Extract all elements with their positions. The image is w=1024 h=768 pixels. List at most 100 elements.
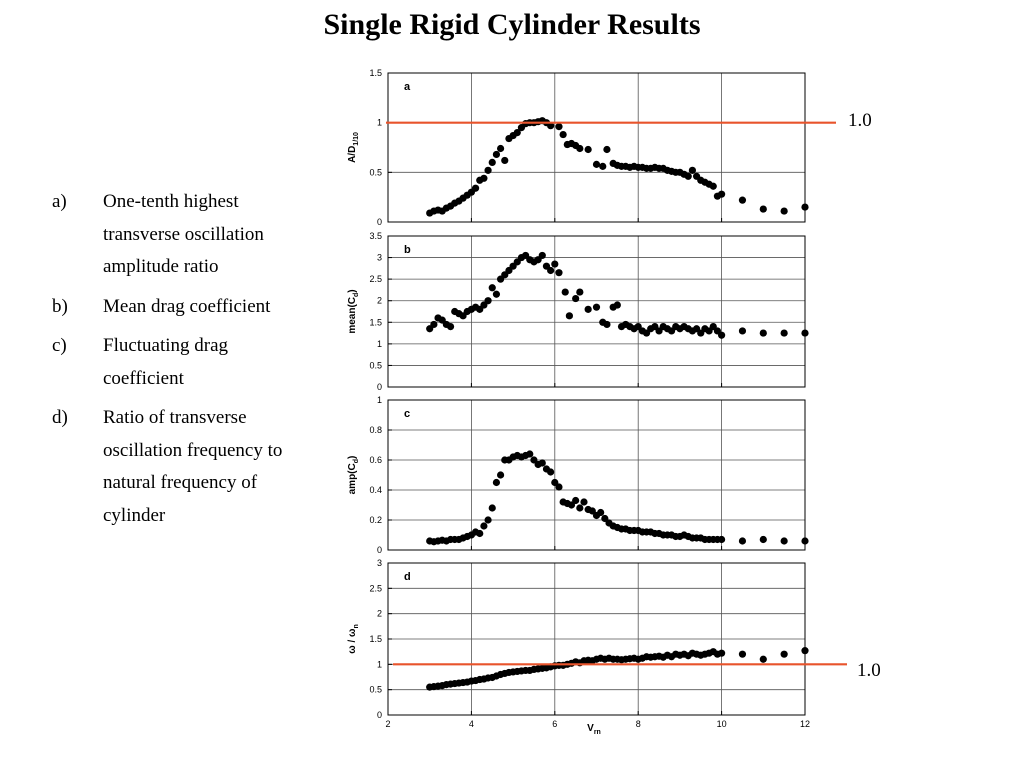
x-tick-label: 6	[552, 719, 557, 729]
data-point	[488, 284, 496, 292]
data-point	[718, 649, 726, 657]
data-point	[572, 496, 580, 505]
data-point	[484, 166, 492, 174]
data-point	[538, 459, 546, 467]
data-point	[801, 203, 809, 211]
y-tick-label: 2.5	[369, 583, 382, 593]
data-point	[780, 329, 788, 337]
legend-item-d: d) Ratio of transverse oscillation frequ…	[52, 402, 312, 532]
data-point	[561, 288, 569, 296]
y-tick-label: 0	[377, 710, 382, 720]
x-axis-label: Vrn	[587, 723, 601, 736]
panel-letter: c	[404, 408, 410, 420]
y-tick-label: 1	[377, 659, 382, 669]
panel-d: 0 0.5 1 1.5 2 2.5 3 2 4 6 8 10 12 d ω / ωn Vrn 1.0	[347, 558, 881, 736]
y-axis-label-main: amp(C	[347, 463, 358, 494]
data-point	[430, 320, 438, 329]
data-point	[547, 266, 555, 275]
data-point	[709, 182, 717, 190]
y-tick-label: 0.4	[369, 485, 382, 495]
data-point	[576, 144, 584, 153]
y-tick-label: 3	[377, 253, 382, 263]
y-tick-label: 2	[377, 609, 382, 619]
data-point	[580, 498, 588, 506]
data-point	[801, 647, 809, 655]
data-point	[526, 450, 534, 458]
data-point	[484, 516, 492, 524]
data-point	[780, 537, 788, 545]
data-point	[718, 535, 726, 544]
legend-text: Ratio of transverse oscillation frequenc…	[103, 407, 283, 526]
data-point	[613, 301, 621, 309]
y-tick-label: 0.5	[369, 167, 382, 177]
data-point	[480, 174, 488, 182]
data-point	[759, 535, 767, 544]
panel-a: 0 0.5 1 1.5 a A/D1/10 1.0	[347, 68, 872, 227]
y-axis-label-tail: )	[347, 456, 358, 459]
data-point	[603, 145, 611, 154]
data-point	[555, 123, 563, 131]
y-axis-label-sub: d	[353, 459, 360, 463]
panel-c: 0 0.2 0.4 0.6 0.8 1 c amp(Cd)	[347, 395, 809, 555]
y-tick-label: 0	[377, 382, 382, 392]
data-point	[488, 158, 496, 166]
data-point	[684, 172, 692, 180]
data-point	[471, 184, 480, 192]
legend-text: Fluctuating drag coefficient	[103, 335, 229, 389]
y-tick-label: 1.5	[369, 68, 382, 78]
y-tick-label: 2	[377, 296, 382, 306]
data-point	[738, 537, 747, 545]
legend-text: Mean drag coefficient	[103, 295, 271, 317]
data-point	[492, 478, 501, 487]
x-axis-label-sub: rn	[594, 729, 601, 736]
x-tick-label: 10	[717, 719, 727, 729]
data-point	[492, 290, 501, 298]
y-axis-label-sub: d	[353, 293, 360, 297]
legend-item-a: a) One-tenth highest transverse oscillat…	[52, 186, 312, 284]
y-axis-label: amp(Cd)	[347, 456, 360, 495]
slide-title: Single Rigid Cylinder Results	[323, 8, 701, 41]
y-tick-label: 2.5	[369, 274, 382, 284]
reference-line-label: 1.0	[857, 660, 881, 681]
data-point	[759, 655, 767, 663]
data-point	[555, 483, 563, 491]
x-tick-label: 4	[469, 719, 474, 729]
data-point	[555, 269, 563, 277]
data-point	[718, 331, 726, 339]
data-point	[759, 205, 767, 213]
y-axis-label-main: A/D	[347, 146, 358, 163]
data-point	[584, 145, 592, 154]
y-tick-label: 0.2	[369, 515, 382, 525]
y-tick-label: 1	[377, 118, 382, 128]
plot-frame	[387, 399, 806, 551]
data-point	[599, 162, 607, 170]
data-point	[759, 329, 767, 337]
x-tick-label: 2	[385, 719, 390, 729]
y-axis-label-sub: n	[353, 624, 360, 628]
panel-letter: b	[404, 244, 411, 256]
plot-frame	[387, 72, 806, 223]
data-point	[501, 156, 509, 165]
data-point	[738, 650, 747, 658]
panel-b: 0 0.5 1 1.5 2 2.5 3 3.5 b mean(Cd)	[347, 231, 809, 392]
data-point	[603, 320, 611, 329]
data-point	[801, 329, 809, 337]
y-tick-label: 0	[377, 217, 382, 227]
legend-letter: a)	[52, 191, 67, 212]
data-point	[513, 129, 521, 137]
y-axis-label-tail: )	[347, 289, 358, 292]
legend-letter: d)	[52, 407, 68, 428]
y-axis-label-sub: 1/10	[353, 132, 360, 146]
data-point	[559, 130, 567, 139]
y-tick-label: 3	[377, 558, 382, 568]
y-tick-label: 0	[377, 545, 382, 555]
y-axis-label: mean(Cd)	[347, 289, 360, 333]
data-point	[592, 303, 601, 311]
data-point	[780, 650, 788, 658]
data-point	[718, 190, 726, 198]
y-tick-label: 0.6	[369, 455, 382, 465]
data-point	[780, 207, 788, 215]
data-point	[738, 327, 747, 335]
data-point	[584, 305, 592, 313]
x-axis-label-main: V	[587, 723, 594, 734]
